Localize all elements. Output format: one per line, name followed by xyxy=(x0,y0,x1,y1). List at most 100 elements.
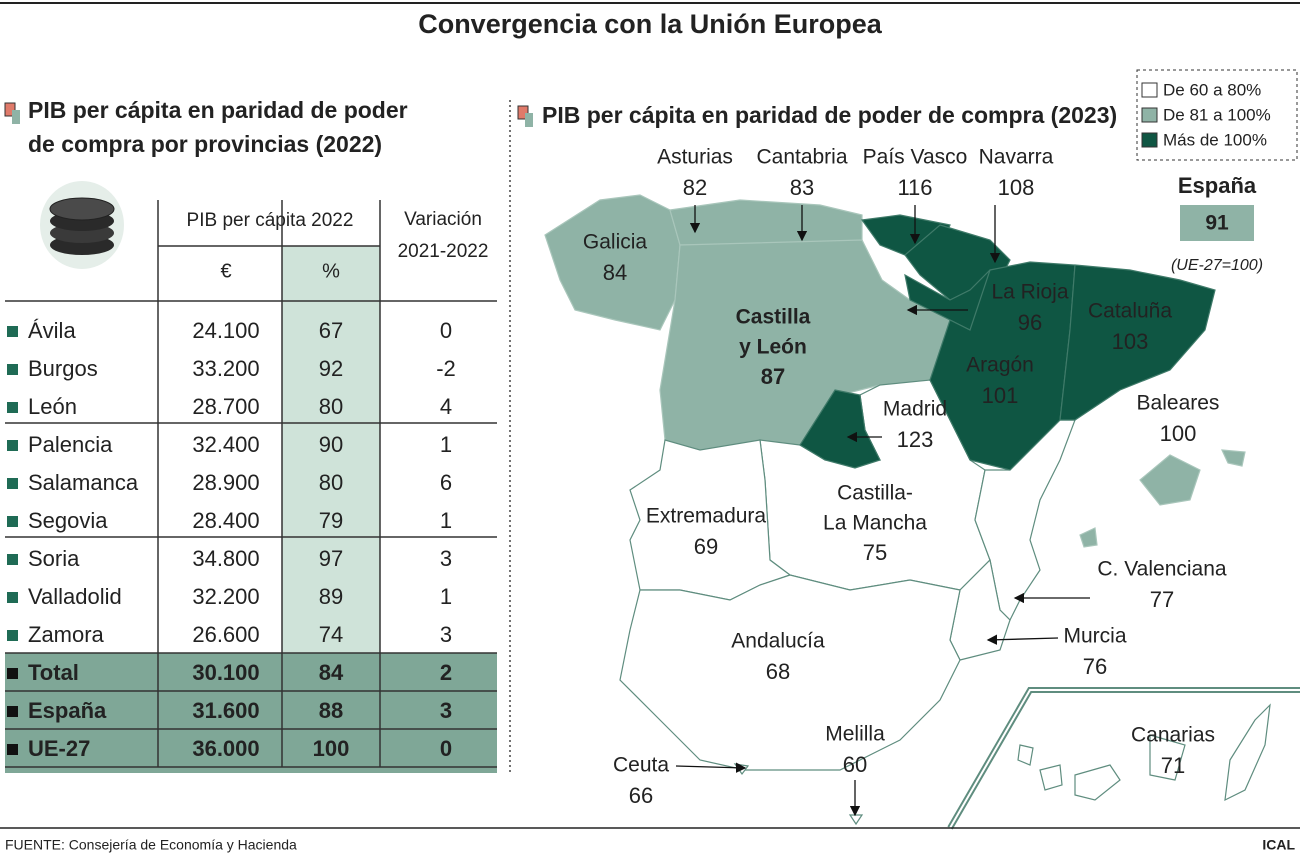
row-name: Burgos xyxy=(28,356,98,381)
heading-icon xyxy=(4,102,16,117)
row-cell: 33.200 xyxy=(192,356,259,381)
legend-box xyxy=(1136,69,1298,161)
region-name: La Rioja xyxy=(991,281,1068,304)
table-heading: PIB per cápita en paridad de poder xyxy=(28,97,408,123)
region-name: Castilla xyxy=(736,306,811,329)
row-name: Palencia xyxy=(28,432,113,457)
region-value: 96 xyxy=(1018,310,1042,335)
row-cell: 79 xyxy=(319,508,343,533)
row-bullet xyxy=(7,668,18,679)
map xyxy=(544,194,1300,830)
region-value: 60 xyxy=(843,752,867,777)
row-cell: -2 xyxy=(436,356,456,381)
row-bullet xyxy=(7,554,18,565)
legend-label: De 60 a 80% xyxy=(1163,80,1261,99)
legend-swatch xyxy=(1141,132,1158,148)
row-cell: 97 xyxy=(319,546,343,571)
region-name: Murcia xyxy=(1063,625,1126,648)
region-value: 76 xyxy=(1083,654,1107,679)
row-cell: 80 xyxy=(319,394,343,419)
row-cell: 100 xyxy=(313,736,350,761)
header-percent: % xyxy=(322,260,340,282)
row-cell: 3 xyxy=(440,698,452,723)
spain-label: España xyxy=(1178,173,1257,198)
region-value: 87 xyxy=(761,364,785,389)
row-cell: 24.100 xyxy=(192,318,259,343)
row-cell: 2 xyxy=(440,660,452,685)
map-heading: PIB per cápita en paridad de poder de co… xyxy=(542,102,1117,128)
region-value: 100 xyxy=(1160,421,1197,446)
region-value: 75 xyxy=(863,540,887,565)
row-name: España xyxy=(28,698,107,723)
region-canarias xyxy=(1149,734,1186,781)
region-ceuta xyxy=(733,763,750,776)
row-name: Salamanca xyxy=(28,470,139,495)
header-variation: Variación xyxy=(404,209,482,230)
row-cell: 30.100 xyxy=(192,660,259,685)
region-name: Andalucía xyxy=(731,630,825,653)
row-name: Valladolid xyxy=(28,584,122,609)
table: Ávila 24.100 67 0 Burgos 33.200 92 -2 León 28.700… xyxy=(5,200,497,773)
coins-icon xyxy=(40,181,124,269)
region-canarias xyxy=(1039,764,1063,791)
region-name: Madrid xyxy=(883,398,947,421)
row-cell: 1 xyxy=(440,508,452,533)
legend-label: De 81 a 100% xyxy=(1163,105,1271,124)
spain-value: 91 xyxy=(1205,212,1229,235)
header-group: PIB per cápita 2022 xyxy=(187,210,354,231)
header-euro: € xyxy=(220,260,231,282)
spain-note: (UE-27=100) xyxy=(1171,257,1263,274)
summary-bg xyxy=(5,653,497,773)
region-name: Galicia xyxy=(583,231,648,254)
region-value: 69 xyxy=(694,534,718,559)
region-value: 82 xyxy=(683,175,707,200)
region-name: C. Valenciana xyxy=(1097,558,1227,581)
region-name: Cataluña xyxy=(1088,300,1172,323)
region-canarias xyxy=(1224,703,1271,802)
row-cell: 0 xyxy=(440,318,452,343)
heading-icon xyxy=(12,110,20,124)
row-bullet xyxy=(7,706,18,717)
region-baleares xyxy=(1079,527,1098,548)
row-cell: 90 xyxy=(319,432,343,457)
credit: ICAL xyxy=(1262,837,1295,853)
row-name: Ávila xyxy=(28,318,76,343)
row-bullet xyxy=(7,440,18,451)
region-baleares xyxy=(1221,449,1246,467)
row-cell: 67 xyxy=(319,318,343,343)
row-bullet xyxy=(7,630,18,641)
region-name: Melilla xyxy=(825,723,885,746)
row-cell: 84 xyxy=(319,660,344,685)
row-cell: 6 xyxy=(440,470,452,495)
region-value: 116 xyxy=(897,175,932,200)
row-bullet xyxy=(7,326,18,337)
row-name: Zamora xyxy=(28,622,105,647)
region-value: 108 xyxy=(998,175,1035,200)
region-value: 77 xyxy=(1150,587,1174,612)
row-cell: 28.900 xyxy=(192,470,259,495)
region-name: Canarias xyxy=(1131,724,1215,747)
row-bullet xyxy=(7,402,18,413)
row-name: Total xyxy=(28,660,79,685)
region-aragon xyxy=(929,261,1076,471)
canarias-frame xyxy=(949,689,1300,829)
region-name: Asturias xyxy=(657,146,733,169)
row-cell: 89 xyxy=(319,584,343,609)
region-value: 84 xyxy=(603,260,627,285)
region-value: 103 xyxy=(1112,329,1149,354)
row-cell: 28.700 xyxy=(192,394,259,419)
region-asturias-cantabria xyxy=(669,199,863,246)
row-name: UE-27 xyxy=(28,736,90,761)
row-cell: 3 xyxy=(440,546,452,571)
header-variation: 2021-2022 xyxy=(398,241,489,262)
region-name: Cantabria xyxy=(756,146,847,169)
row-cell: 3 xyxy=(440,622,452,647)
region-name: Navarra xyxy=(979,146,1054,169)
region-value: 66 xyxy=(629,783,653,808)
region-value: 83 xyxy=(790,175,814,200)
region-name: Extremadura xyxy=(646,505,767,528)
row-cell: 36.000 xyxy=(192,736,259,761)
leader-arrow xyxy=(986,634,1059,645)
row-cell: 80 xyxy=(319,470,343,495)
percent-column xyxy=(282,246,380,656)
